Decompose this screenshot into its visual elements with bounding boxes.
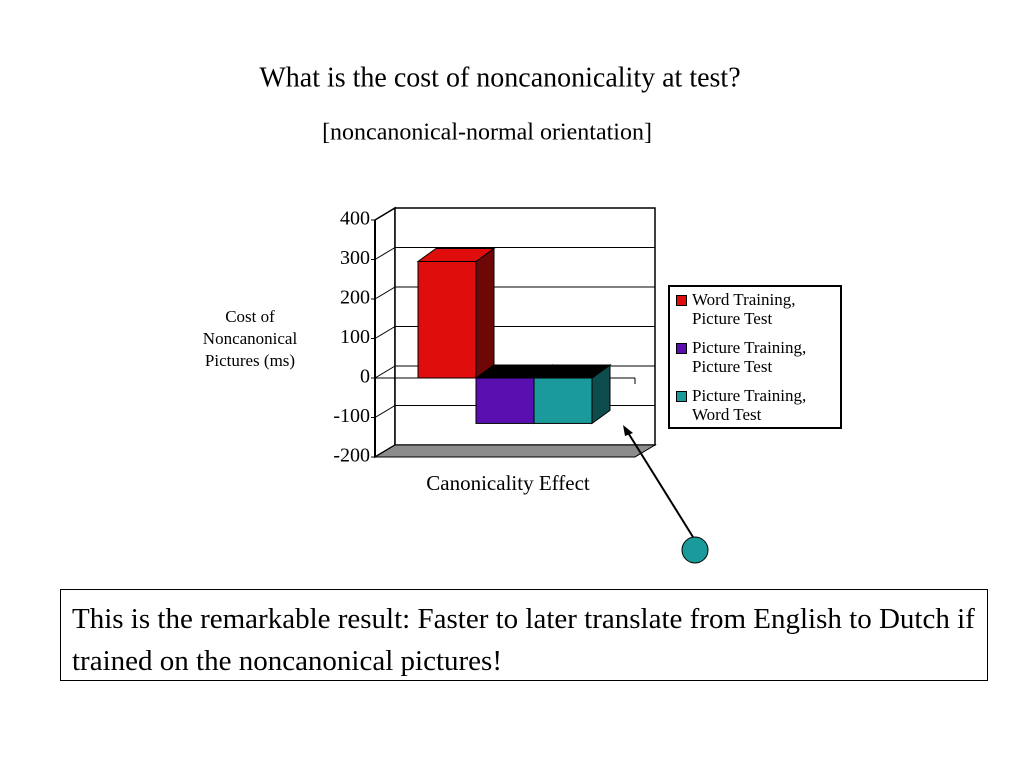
- y-tick-label: 200: [340, 287, 370, 309]
- arrow-head: [623, 425, 633, 436]
- chart-title: What is the cost of noncanonicality at t…: [259, 62, 740, 93]
- floor: [373, 444, 657, 458]
- grid-line: [374, 444, 396, 458]
- legend-swatch: [676, 391, 687, 402]
- grid-line: [374, 326, 396, 339]
- arrow: [626, 430, 694, 538]
- grid-line: [374, 247, 396, 260]
- y-tick-label: 0: [360, 366, 370, 388]
- y-tick-label: 300: [340, 247, 370, 269]
- legend-item: Word Training, Picture Test: [676, 290, 842, 328]
- marker-dot: [681, 536, 709, 564]
- grid-line: [374, 286, 396, 300]
- legend-item: Picture Training, Picture Test: [676, 338, 842, 376]
- y-tick-label: -100: [333, 405, 370, 427]
- y-axis-label: Cost of Noncanonical Pictures (ms): [202, 307, 298, 370]
- bar: [417, 260, 477, 379]
- bar-side: [475, 247, 495, 379]
- grid-line: [374, 365, 396, 379]
- legend-swatch: [676, 295, 687, 306]
- y-tick-label: 400: [340, 208, 370, 230]
- grid-line: [374, 405, 396, 418]
- grid-line: [374, 207, 396, 221]
- legend: Word Training, Picture Test Picture Train…: [668, 285, 842, 429]
- legend-label: Word Training, Picture Test: [692, 290, 796, 328]
- legend-label: Picture Training, Picture Test: [692, 338, 807, 376]
- bar: [533, 377, 593, 424]
- chart-subtitle: [noncanonical-normal orientation]: [322, 120, 652, 146]
- legend-label: Picture Training, Word Test: [692, 386, 807, 424]
- legend-item: Picture Training, Word Test: [676, 386, 842, 424]
- caption: This is the remarkable result: Faster to…: [60, 589, 988, 681]
- y-tick-label: 100: [340, 326, 370, 348]
- bar: [475, 377, 535, 424]
- y-tick-label: -200: [333, 445, 370, 467]
- x-tick-label: Canonicality Effect: [426, 471, 590, 495]
- legend-swatch: [676, 343, 687, 354]
